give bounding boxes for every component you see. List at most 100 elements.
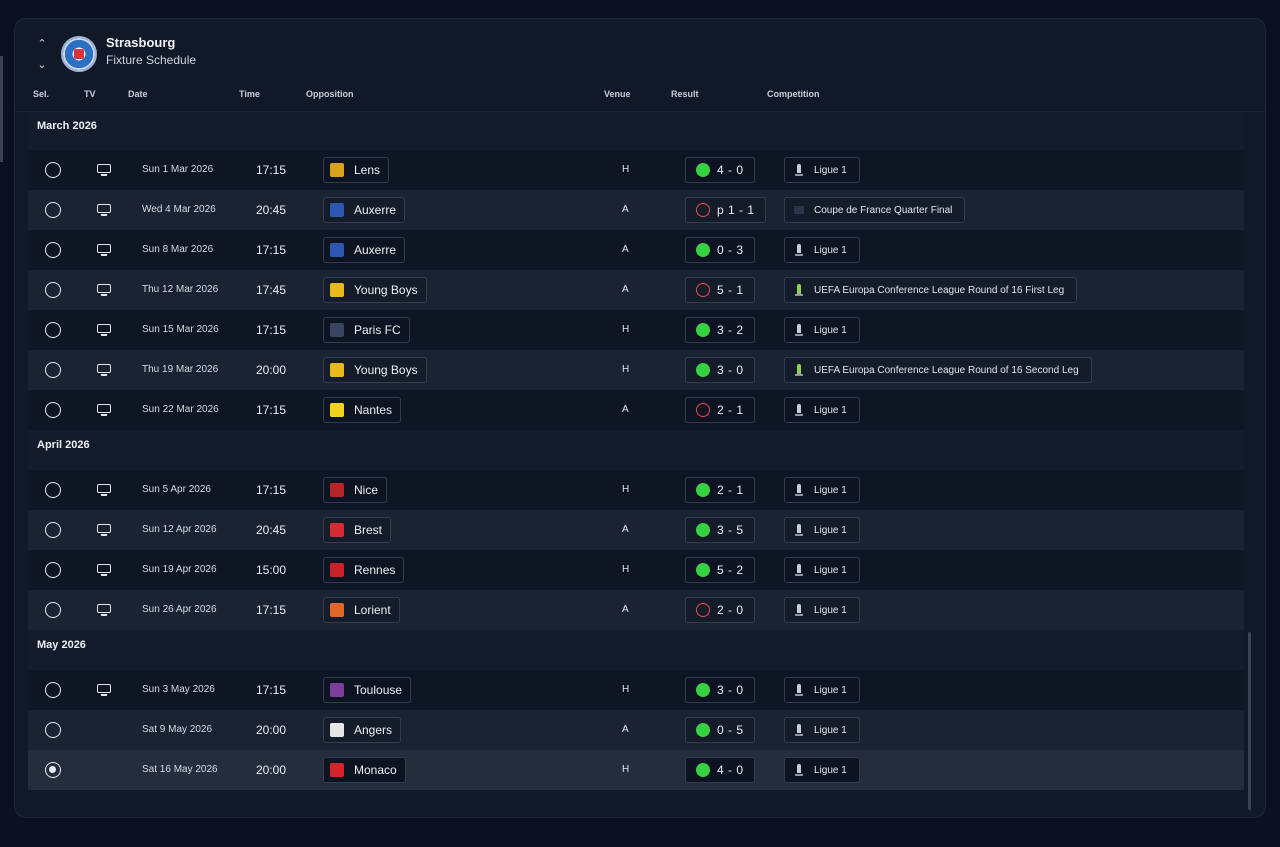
opposition-chip[interactable]: Brest	[323, 517, 392, 543]
opposition-chip[interactable]: Lorient	[323, 597, 400, 623]
competition-chip[interactable]: Ligue 1	[784, 597, 860, 623]
result-chip[interactable]: 2 - 1	[685, 397, 755, 423]
table-row[interactable]: Sun 1 Mar 2026 17:15 Lens H 4 - 0 Ligue 1	[28, 150, 1244, 190]
result-chip[interactable]: 4 - 0	[685, 757, 755, 783]
select-radio[interactable]	[45, 322, 61, 338]
opposition-chip[interactable]: Auxerre	[323, 237, 406, 263]
select-radio[interactable]	[45, 162, 61, 178]
win-dot-icon	[696, 363, 710, 377]
select-radio[interactable]	[45, 762, 61, 778]
chevron-up-icon[interactable]: ⌃	[37, 37, 47, 50]
result-chip[interactable]: 2 - 1	[685, 477, 755, 503]
opposition-chip[interactable]: Paris FC	[323, 317, 410, 343]
venue-value: H	[622, 684, 630, 695]
fixture-list: March 2026 Sun 1 Mar 2026 17:15 Lens H 4 - 0 L…	[28, 112, 1244, 790]
opposition-chip[interactable]: Young Boys	[323, 357, 427, 383]
result-chip[interactable]: 0 - 5	[685, 717, 755, 743]
competition-chip[interactable]: Ligue 1	[784, 717, 860, 743]
competition-chip[interactable]: Coupe de France Quarter Final	[784, 197, 966, 223]
column-header-tv[interactable]: TV	[84, 89, 96, 99]
result-chip[interactable]: 3 - 0	[685, 677, 755, 703]
column-header-date[interactable]: Date	[128, 89, 148, 99]
team-crest-icon	[330, 203, 344, 217]
competition-chip[interactable]: Ligue 1	[784, 317, 860, 343]
fixture-time: 17:15	[256, 403, 287, 417]
result-score: 4 - 0	[717, 763, 744, 777]
opposition-name: Auxerre	[354, 243, 397, 257]
result-chip[interactable]: 4 - 0	[685, 157, 755, 183]
select-radio[interactable]	[45, 362, 61, 378]
select-radio[interactable]	[45, 522, 61, 538]
column-header-competition[interactable]: Competition	[767, 89, 820, 99]
competition-chip[interactable]: Ligue 1	[784, 157, 860, 183]
column-header-opposition[interactable]: Opposition	[306, 89, 354, 99]
result-chip[interactable]: 3 - 0	[685, 357, 755, 383]
fixture-time: 20:00	[256, 763, 287, 777]
select-radio[interactable]	[45, 602, 61, 618]
select-radio[interactable]	[45, 682, 61, 698]
select-radio[interactable]	[45, 482, 61, 498]
scrollbar[interactable]	[1248, 632, 1251, 810]
competition-chip[interactable]: Ligue 1	[784, 757, 860, 783]
competition-name: Ligue 1	[814, 764, 847, 776]
select-radio[interactable]	[45, 722, 61, 738]
select-radio[interactable]	[45, 402, 61, 418]
column-header-result[interactable]: Result	[671, 89, 699, 99]
opposition-chip[interactable]: Nantes	[323, 397, 402, 423]
table-row[interactable]: Sat 16 May 2026 20:00 Monaco H 4 - 0 Ligue 1	[28, 750, 1244, 790]
table-row[interactable]: Sat 9 May 2026 20:00 Angers A 0 - 5 Ligue 1	[28, 710, 1244, 750]
page-title: Fixture Schedule	[106, 53, 197, 67]
result-score: 3 - 2	[717, 323, 744, 337]
column-header-time[interactable]: Time	[239, 89, 260, 99]
competition-chip[interactable]: Ligue 1	[784, 477, 860, 503]
opposition-chip[interactable]: Nice	[323, 477, 388, 503]
opposition-chip[interactable]: Young Boys	[323, 277, 427, 303]
opposition-name: Rennes	[354, 563, 396, 577]
table-row[interactable]: Thu 19 Mar 2026 20:00 Young Boys H 3 - 0 UEFA…	[28, 350, 1244, 390]
win-dot-icon	[696, 483, 710, 497]
result-score: 3 - 0	[717, 683, 744, 697]
column-header-sel[interactable]: Sel.	[33, 89, 50, 99]
opposition-chip[interactable]: Toulouse	[323, 677, 412, 703]
tv-screen-shape	[97, 324, 111, 333]
select-radio[interactable]	[45, 562, 61, 578]
table-row[interactable]: Sun 19 Apr 2026 15:00 Rennes H 5 - 2 Ligue 1	[28, 550, 1244, 590]
result-chip[interactable]: 3 - 2	[685, 317, 755, 343]
chevron-down-icon[interactable]: ⌄	[37, 58, 47, 71]
select-radio[interactable]	[45, 242, 61, 258]
opposition-chip[interactable]: Lens	[323, 157, 390, 183]
table-row[interactable]: Sun 22 Mar 2026 17:15 Nantes A 2 - 1 Ligue 1	[28, 390, 1244, 430]
select-radio[interactable]	[45, 282, 61, 298]
table-row[interactable]: Sun 8 Mar 2026 17:15 Auxerre A 0 - 3 Ligue 1	[28, 230, 1244, 270]
fixture-date: Sun 12 Apr 2026	[142, 524, 217, 535]
result-chip[interactable]: 2 - 0	[685, 597, 755, 623]
competition-chip[interactable]: Ligue 1	[784, 677, 860, 703]
result-chip[interactable]: 3 - 5	[685, 517, 755, 543]
competition-chip[interactable]: Ligue 1	[784, 517, 860, 543]
table-row[interactable]: Thu 12 Mar 2026 17:45 Young Boys A 5 - 1 UEFA…	[28, 270, 1244, 310]
column-header-venue[interactable]: Venue	[604, 89, 631, 99]
opposition-chip[interactable]: Auxerre	[323, 197, 406, 223]
table-row[interactable]: Sun 5 Apr 2026 17:15 Nice H 2 - 1 Ligue 1	[28, 470, 1244, 510]
win-dot-icon	[696, 163, 710, 177]
competition-chip[interactable]: Ligue 1	[784, 557, 860, 583]
result-chip[interactable]: p 1 - 1	[685, 197, 766, 223]
opposition-chip[interactable]: Angers	[323, 717, 402, 743]
result-chip[interactable]: 5 - 2	[685, 557, 755, 583]
table-row[interactable]: Sun 12 Apr 2026 20:45 Brest A 3 - 5 Ligue 1	[28, 510, 1244, 550]
competition-name: Ligue 1	[814, 164, 847, 176]
competition-chip[interactable]: UEFA Europa Conference League Round of 1…	[784, 277, 1078, 303]
opposition-chip[interactable]: Monaco	[323, 757, 406, 783]
opposition-chip[interactable]: Rennes	[323, 557, 405, 583]
result-chip[interactable]: 5 - 1	[685, 277, 755, 303]
table-row[interactable]: Sun 26 Apr 2026 17:15 Lorient A 2 - 0 Ligue 1	[28, 590, 1244, 630]
competition-chip[interactable]: Ligue 1	[784, 237, 860, 263]
competition-chip[interactable]: Ligue 1	[784, 397, 860, 423]
result-chip[interactable]: 0 - 3	[685, 237, 755, 263]
competition-chip[interactable]: UEFA Europa Conference League Round of 1…	[784, 357, 1092, 383]
table-row[interactable]: Sun 3 May 2026 17:15 Toulouse H 3 - 0 Ligue 1	[28, 670, 1244, 710]
select-radio[interactable]	[45, 202, 61, 218]
month-label: May 2026	[37, 639, 86, 651]
table-row[interactable]: Sun 15 Mar 2026 17:15 Paris FC H 3 - 2 Ligue …	[28, 310, 1244, 350]
